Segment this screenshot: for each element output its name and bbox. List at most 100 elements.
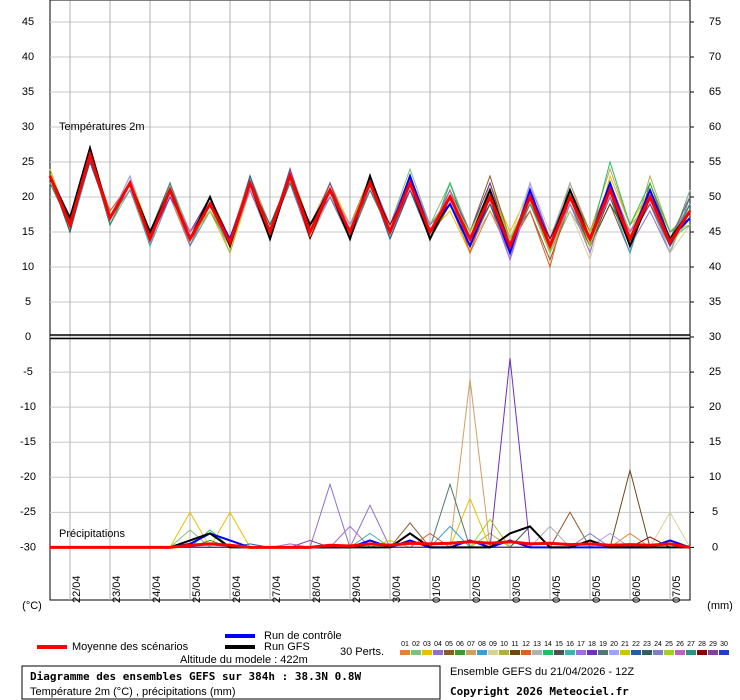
- legend-pert-swatch: [565, 650, 575, 655]
- y2-tick-label: 60: [709, 121, 721, 133]
- x-tick-label: 01/05: [431, 575, 443, 603]
- y2-tick-label: 25: [709, 366, 721, 378]
- y2-tick-label: 20: [709, 401, 721, 413]
- y-tick-label: 10: [22, 261, 34, 273]
- legend-pert-label: 02: [412, 641, 420, 648]
- legend-pert-label: 16: [566, 641, 574, 648]
- legend-pert-swatch: [642, 650, 652, 655]
- y2-tick-label: 40: [709, 261, 721, 273]
- footer-subtitle: Température 2m (°C) , précipitations (mm…: [30, 686, 236, 698]
- legend-pert-label: 20: [610, 641, 618, 648]
- y-tick-label: 35: [22, 86, 34, 98]
- legend-pert-swatch: [532, 650, 542, 655]
- series-layer: [48, 144, 692, 549]
- y2-tick-label: 15: [709, 436, 721, 448]
- footer-copyright: Copyright 2026 Meteociel.fr: [450, 685, 629, 698]
- legend-pert-swatch: [554, 650, 564, 655]
- altitude: Altitude du modele : 422m: [180, 654, 308, 666]
- legend-pert-swatch: [433, 650, 443, 655]
- x-tick-label: 04/05: [551, 575, 563, 603]
- legend-pert-label: 03: [423, 641, 431, 648]
- legend-pert-label: 08: [478, 641, 486, 648]
- legend-label: Moyenne des scénarios: [72, 641, 189, 653]
- y2-tick-label: 50: [709, 191, 721, 203]
- legend-pert-swatch: [697, 650, 707, 655]
- legend-pert-swatch: [499, 650, 509, 655]
- y-tick-label: -10: [20, 401, 36, 413]
- legend-pert-label: 19: [599, 641, 607, 648]
- y-tick-label: 25: [22, 156, 34, 168]
- legend-pert-swatch: [411, 650, 421, 655]
- series-line: [50, 540, 691, 549]
- legend-pert-label: 26: [676, 641, 684, 648]
- legend-pert-label: 27: [687, 641, 695, 648]
- legend-pert-swatch: [521, 650, 531, 655]
- panel-title: Précipitations: [59, 528, 126, 540]
- legend-pert-swatch: [708, 650, 718, 655]
- y-tick-label: -15: [20, 436, 36, 448]
- footer-title: Diagramme des ensembles GEFS sur 384h : …: [30, 670, 362, 683]
- x-tick-label: 07/05: [671, 575, 683, 603]
- legend-pert-label: 25: [665, 641, 673, 648]
- x-tick-label: 22/04: [71, 575, 83, 603]
- legend-pert-swatch: [609, 650, 619, 655]
- plot-frame: [49, 0, 691, 601]
- legend-pert-label: 04: [434, 641, 442, 648]
- y2-tick-label: 55: [709, 156, 721, 168]
- legend-pert-swatch: [510, 650, 520, 655]
- y2-tick-label: 30: [709, 331, 721, 343]
- legend-pert-swatch: [620, 650, 630, 655]
- y-tick-label: -30: [20, 541, 36, 553]
- legend-pert-label: 07: [467, 641, 475, 648]
- y-tick-label: -20: [20, 471, 36, 483]
- legend-pert-swatch: [455, 650, 465, 655]
- y2-tick-label: 45: [709, 226, 721, 238]
- y-tick-label: 20: [22, 191, 34, 203]
- y-tick-label: 0: [25, 331, 31, 343]
- x-tick-label: 06/05: [631, 575, 643, 603]
- footer-box: [21, 665, 441, 700]
- y-tick-label: 15: [22, 226, 34, 238]
- x-tick-label: 30/04: [391, 575, 403, 603]
- legend-pert-label: 15: [555, 641, 563, 648]
- legend-pert-swatch: [488, 650, 498, 655]
- legend-pert-swatch: [543, 650, 553, 655]
- legend-pert-label: 05: [445, 641, 453, 648]
- y-tick-label: 5: [25, 296, 31, 308]
- legend-pert-label: 10: [500, 641, 508, 648]
- legend-pert-label: 29: [709, 641, 717, 648]
- legend-pert-label: 28: [698, 641, 706, 648]
- footer-run: Ensemble GEFS du 21/04/2026 - 12Z: [450, 666, 634, 678]
- x-tick-label: 02/05: [471, 575, 483, 603]
- perts-label: 30 Perts.: [340, 646, 384, 658]
- legend-pert-swatch: [444, 650, 454, 655]
- x-tick-label: 26/04: [231, 575, 243, 603]
- panel-title: Températures 2m: [59, 121, 145, 133]
- legend-pert-label: 09: [489, 641, 497, 648]
- legend-pert-swatch: [400, 650, 410, 655]
- legend-pert-swatch: [664, 650, 674, 655]
- legend-label: Run de contrôle: [264, 630, 342, 642]
- legend-pert-swatch: [422, 650, 432, 655]
- x-tick-label: 28/04: [311, 575, 323, 603]
- legend-label: Run GFS: [264, 641, 310, 653]
- grid-layer: [50, 1, 690, 600]
- legend-pert-label: 13: [533, 641, 541, 648]
- y2-tick-label: 70: [709, 51, 721, 63]
- x-tick-label: 27/04: [271, 575, 283, 603]
- y2-tick-label: 5: [712, 506, 718, 518]
- y-tick-label: 45: [22, 16, 34, 28]
- legend-pert-swatch: [686, 650, 696, 655]
- y2-tick-label: 35: [709, 296, 721, 308]
- series-line: [48, 149, 692, 250]
- x-tick-label: 29/04: [351, 575, 363, 603]
- legend-pert-label: 21: [621, 641, 629, 648]
- legend-pert-swatch: [477, 650, 487, 655]
- y-tick-label: 40: [22, 51, 34, 63]
- y2-tick-label: 10: [709, 471, 721, 483]
- legend-pert-swatch: [719, 650, 729, 655]
- legend-pert-label: 01: [401, 641, 409, 648]
- legend-pert-swatch: [675, 650, 685, 655]
- y2-tick-label: 0: [712, 541, 718, 553]
